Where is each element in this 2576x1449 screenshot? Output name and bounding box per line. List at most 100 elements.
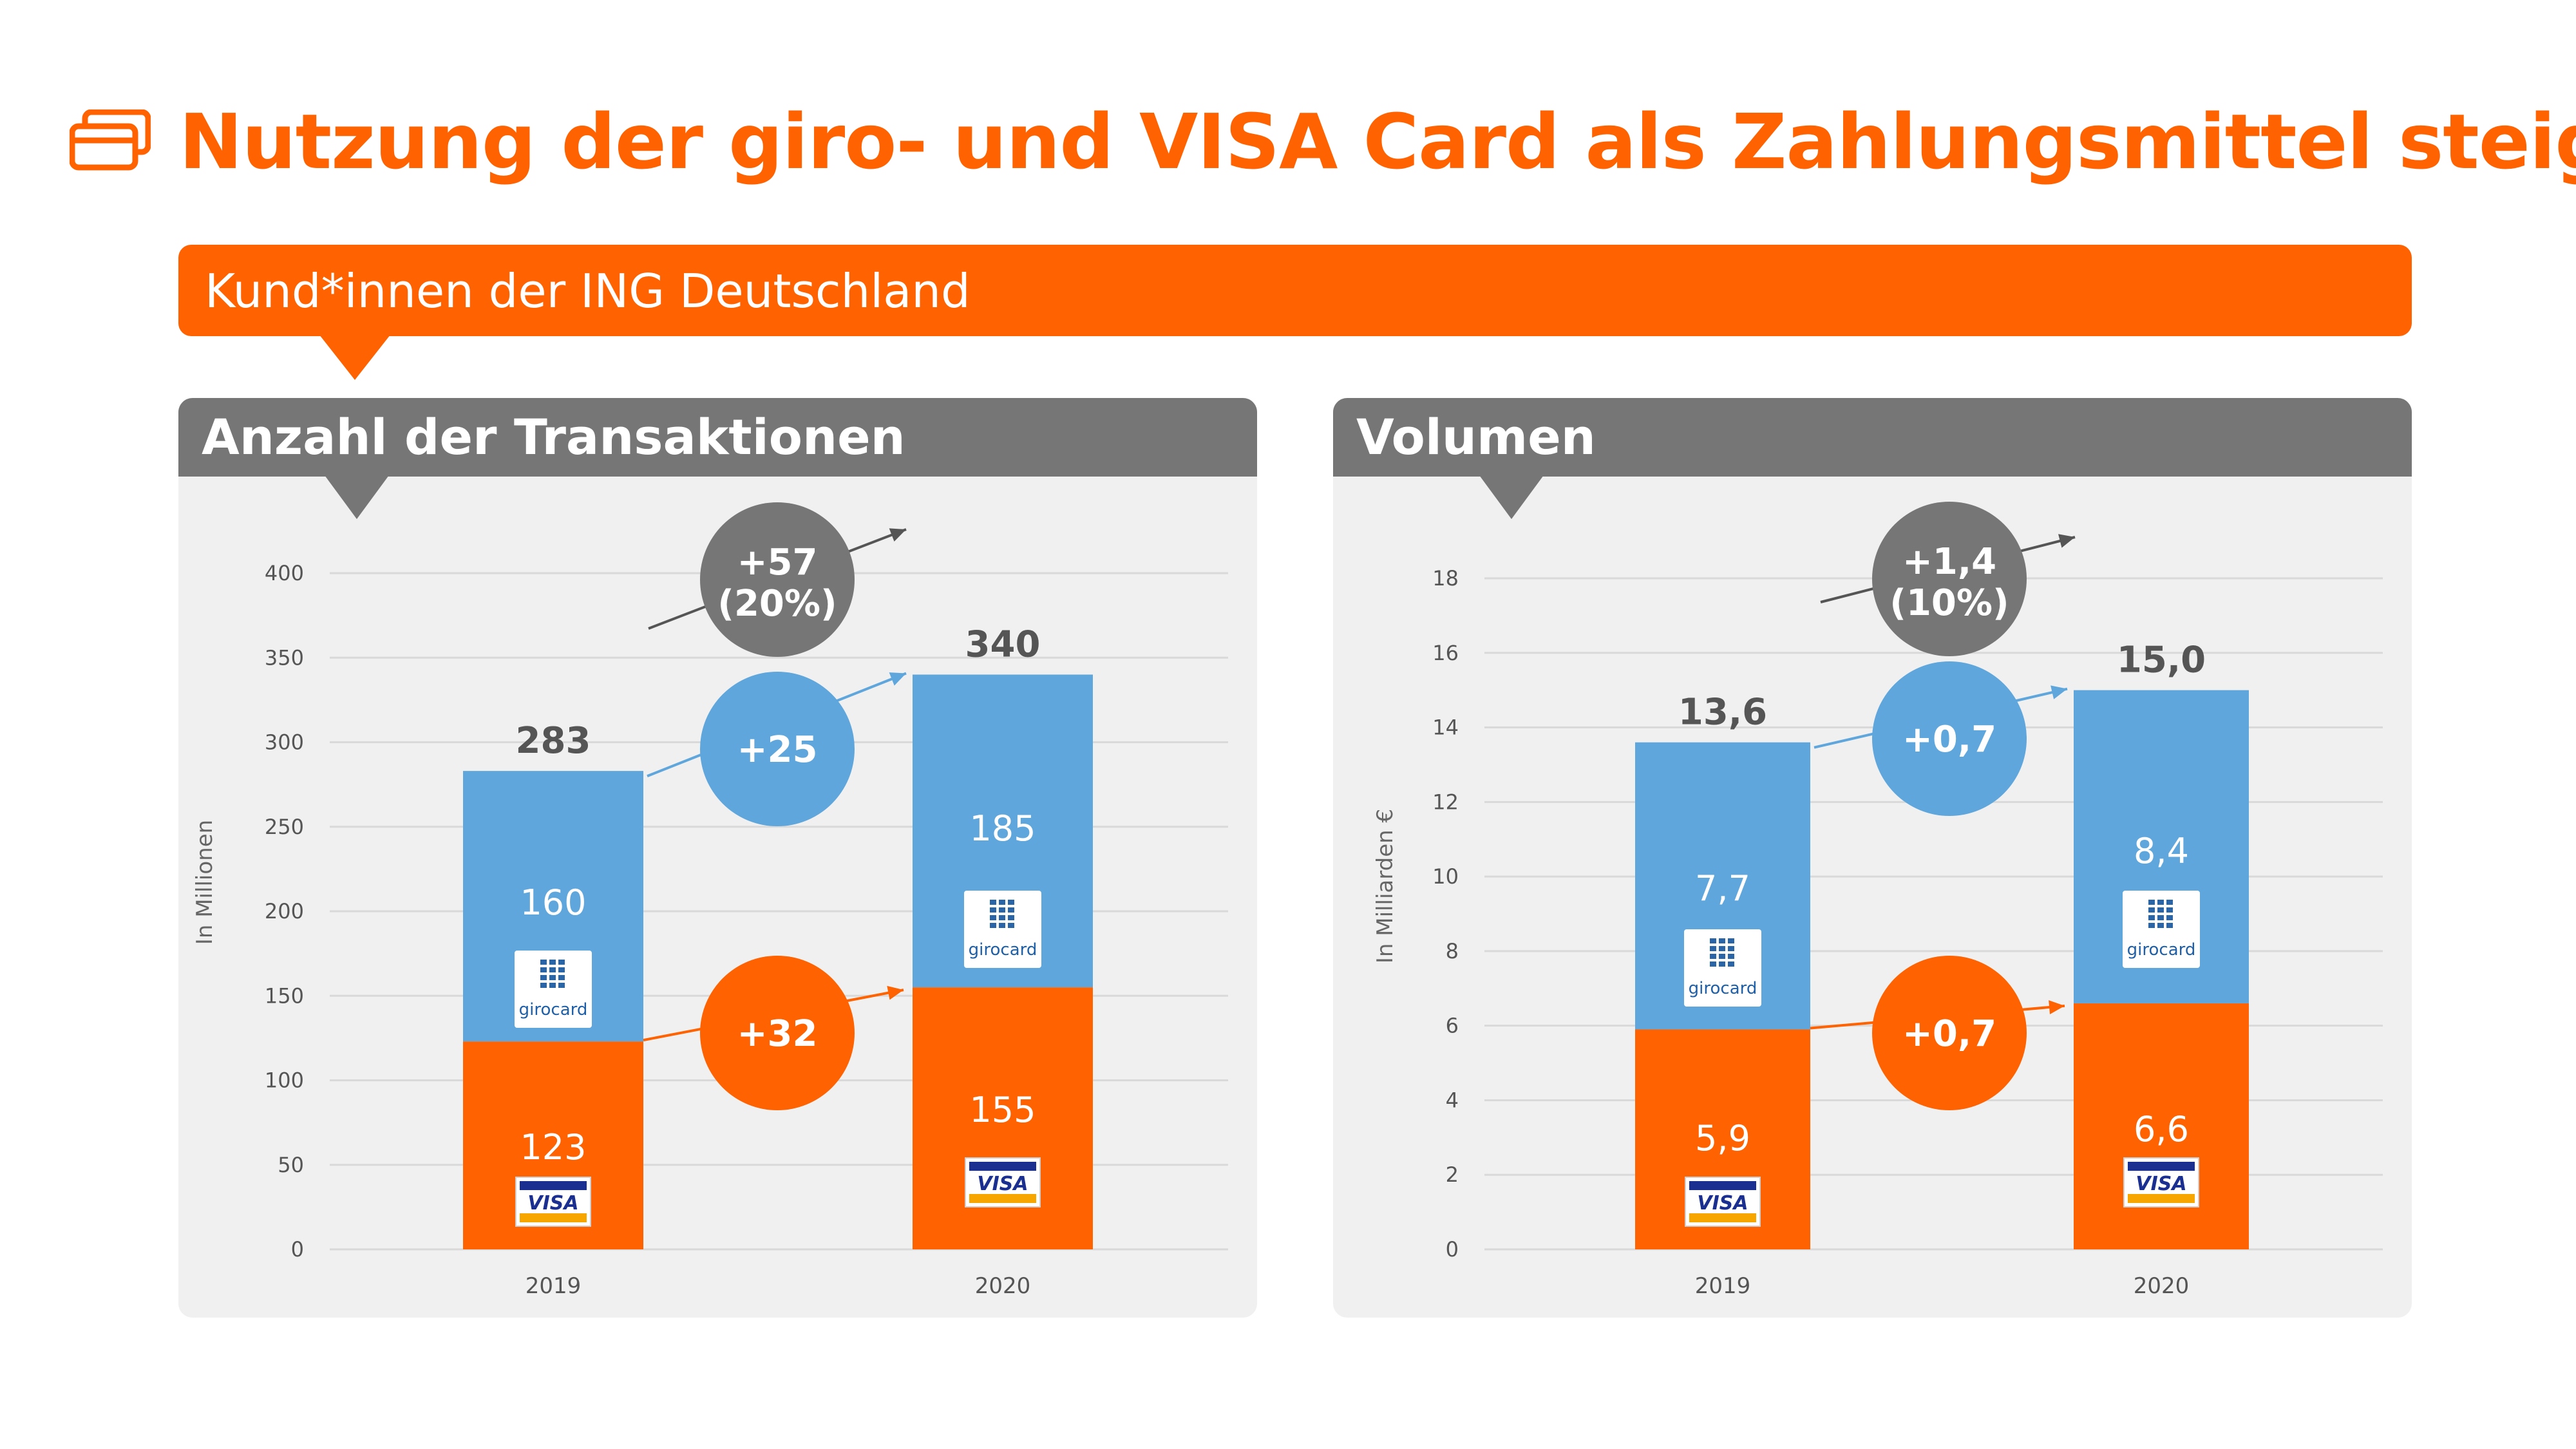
girocard-logo-block (999, 900, 1005, 905)
data-label-girocard: 7,7 (1695, 868, 1750, 909)
girocard-logo-block (1728, 938, 1734, 943)
girocard-logo-block (999, 923, 1005, 928)
visa-logo-band-top (969, 1162, 1036, 1171)
visa-logo-text: VISA (527, 1192, 578, 1215)
y-tick-label: 8 (1446, 939, 1459, 963)
volume-chart: 0 2 4 6 8 10 12 14 16 18 In Milliarden € 5,9 7,7 VISA… (1372, 502, 2383, 1299)
data-label-visa: 6,6 (2134, 1109, 2189, 1150)
girocard-logo-text: girocard (969, 940, 1037, 960)
girocard-logo-text: girocard (519, 1000, 588, 1019)
y-tick-label: 18 (1432, 566, 1459, 591)
total-label: 340 (965, 624, 1041, 666)
visa-logo-text: VISA (1697, 1192, 1748, 1215)
girocard-logo-block (1728, 954, 1734, 959)
y-tick-label: 2 (1446, 1162, 1459, 1187)
visa-logo: VISA (2123, 1157, 2199, 1208)
total-label: 283 (516, 720, 591, 762)
page-title: Nutzung der giro- und VISA Card als Zahl… (179, 97, 2576, 186)
girocard-logo-block (1008, 900, 1014, 905)
girocard-delta-arrow-head (2050, 685, 2067, 699)
girocard-logo-block (558, 975, 565, 980)
y-tick-label: 400 (265, 561, 304, 585)
visa-logo-band-top (2128, 1162, 2195, 1171)
girocard-logo-block (2157, 915, 2164, 920)
y-tick-label: 0 (1446, 1237, 1459, 1262)
girocard-delta-label: +25 (737, 729, 818, 771)
girocard-logo-block (2157, 900, 2164, 905)
visa-delta-label: +32 (737, 1013, 818, 1055)
girocard-logo-block (1728, 946, 1734, 951)
girocard-logo-block (1710, 954, 1716, 959)
girocard-logo-block (999, 907, 1005, 913)
total-label: 15,0 (2117, 639, 2206, 681)
visa-logo-band-bottom (969, 1194, 1036, 1203)
girocard-logo-block (1719, 954, 1725, 959)
girocard-logo-card (964, 891, 1041, 968)
girocard-logo: girocard (964, 891, 1041, 968)
girocard-logo-card (1684, 929, 1761, 1007)
transactions-panel-title: Anzahl der Transaktionen (202, 408, 905, 466)
x-tick-label: 2019 (526, 1273, 582, 1299)
visa-logo-band-top (1689, 1181, 1756, 1190)
girocard-logo-text: girocard (2127, 940, 2196, 960)
data-label-visa: 155 (969, 1090, 1036, 1130)
girocard-logo-block (990, 900, 996, 905)
x-tick-label: 2019 (1695, 1273, 1751, 1299)
girocard-logo-block (1719, 961, 1725, 967)
total-delta-percent: (20%) (717, 583, 837, 625)
girocard-logo-block (1008, 915, 1014, 920)
cards-icon (70, 109, 151, 171)
y-tick-label: 250 (265, 815, 304, 839)
girocard-logo-block (1710, 938, 1716, 943)
girocard-logo-card (515, 951, 592, 1028)
visa-delta-bubble (1872, 956, 2027, 1110)
visa-logo: VISA (515, 1177, 591, 1227)
audience-banner (178, 245, 2412, 336)
girocard-delta-label: +0,7 (1902, 719, 1996, 761)
y-tick-label: 14 (1432, 715, 1459, 740)
transactions-chart: 0 50 100 150 200 250 300 350 400 In Millionen 123 1… (192, 502, 1228, 1299)
y-tick-label: 300 (265, 730, 304, 755)
visa-logo-band-bottom (2128, 1194, 2195, 1203)
girocard-logo-block (1008, 923, 1014, 928)
girocard-logo-block (1728, 961, 1734, 967)
visa-logo-text: VISA (2136, 1173, 2186, 1195)
girocard-logo-block (2166, 900, 2173, 905)
panel-pointer (1479, 475, 1544, 519)
girocard-logo-block (2157, 923, 2164, 928)
girocard-logo-block (2157, 907, 2164, 913)
data-label-girocard: 8,4 (2134, 831, 2189, 871)
girocard-logo-block (540, 960, 547, 965)
y-tick-label: 12 (1432, 790, 1459, 814)
visa-delta-label: +0,7 (1902, 1013, 1996, 1055)
x-tick-label: 2020 (975, 1273, 1031, 1299)
girocard-logo-block (558, 983, 565, 988)
y-tick-label: 4 (1446, 1088, 1459, 1112)
visa-logo-band-bottom (1689, 1213, 1756, 1222)
panel-pointer (325, 475, 389, 519)
girocard-logo-block (549, 960, 556, 965)
girocard-logo-block (2148, 900, 2155, 905)
girocard-logo-block (990, 915, 996, 920)
visa-delta-bubble (700, 956, 855, 1110)
x-tick-label: 2020 (2134, 1273, 2190, 1299)
girocard-logo: girocard (515, 951, 592, 1028)
y-tick-label: 6 (1446, 1014, 1459, 1038)
visa-delta-arrow-head (887, 985, 904, 1000)
visa-logo-band-top (520, 1181, 587, 1190)
girocard-logo-block (540, 983, 547, 988)
y-tick-label: 100 (265, 1068, 304, 1093)
volume-panel-header (1333, 398, 2412, 477)
visa-logo: VISA (1685, 1177, 1761, 1227)
data-label-visa: 5,9 (1695, 1118, 1750, 1159)
girocard-logo-block (1710, 961, 1716, 967)
girocard-logo-block (558, 960, 565, 965)
girocard-logo: girocard (1684, 929, 1761, 1007)
girocard-logo-block (549, 983, 556, 988)
y-tick-label: 200 (265, 899, 304, 923)
total-delta-percent: (10%) (1889, 582, 2009, 624)
transactions-panel-header (178, 398, 1257, 477)
total-delta-bubble (1872, 502, 2027, 656)
bar-visa-2020 (2074, 1003, 2249, 1249)
visa-delta-arrow-head (2049, 1000, 2065, 1014)
